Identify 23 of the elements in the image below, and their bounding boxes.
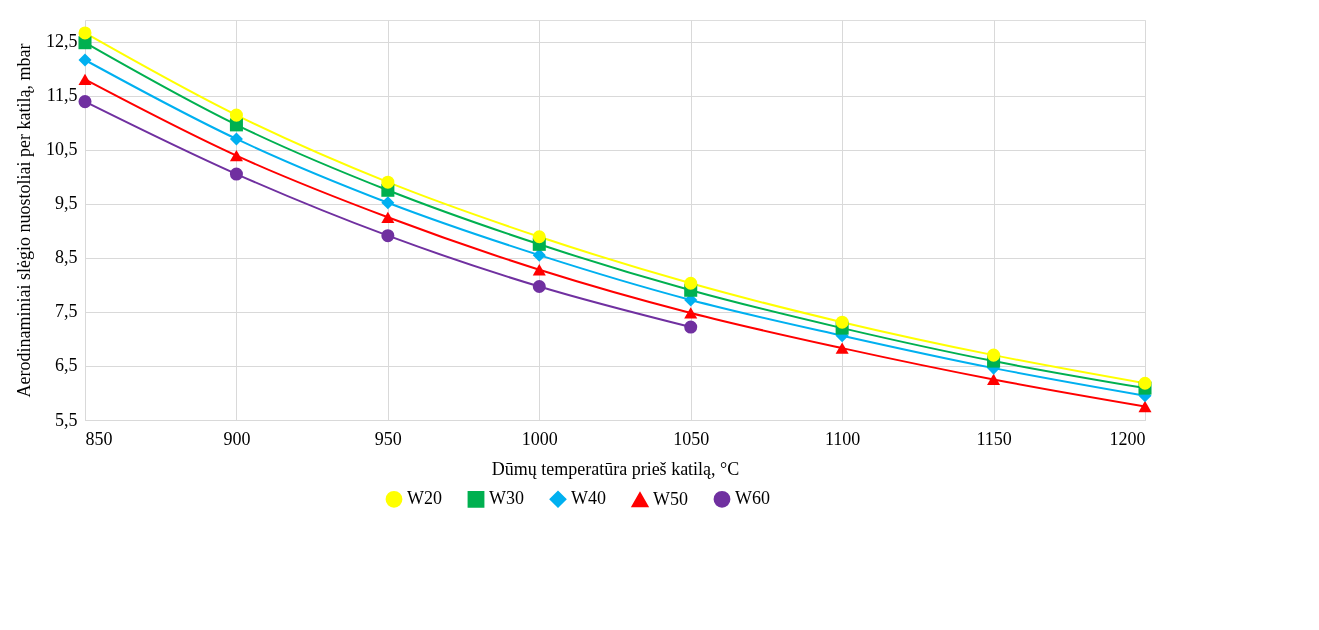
x-axis-title: Dūmų temperatūra prieš katilą, °C (491, 458, 740, 479)
y-tick-label: 11,5 (46, 85, 78, 106)
y-tick-label: 10,5 (46, 139, 78, 160)
legend-label: W40 (571, 488, 606, 509)
x-tick-label: 950 (374, 428, 402, 449)
legend-label: W50 (653, 488, 688, 509)
legend-label: W30 (489, 488, 524, 509)
x-tick-label: 900 (223, 428, 251, 449)
x-tick-label: 1150 (976, 428, 1012, 449)
legend-label: W20 (407, 488, 442, 509)
x-tick-label: 1200 (1109, 428, 1146, 449)
y-tick-label: 5,5 (55, 409, 78, 430)
x-tick-label: 1050 (673, 428, 710, 449)
y-tick-label: 12,5 (46, 31, 78, 52)
y-tick-label: 7,5 (55, 301, 78, 322)
legend-label: W60 (735, 488, 770, 509)
y-axis-title: Aerodinaminiai slėgio nuostoliai per katilą, mbar (14, 43, 34, 398)
x-tick-label: 1000 (521, 428, 558, 449)
y-tick-label: 9,5 (55, 193, 78, 214)
x-tick-label: 850 (85, 428, 113, 449)
y-tick-label: 6,5 (55, 355, 78, 376)
x-tick-label: 1100 (824, 428, 861, 449)
y-tick-label: 8,5 (55, 247, 78, 268)
